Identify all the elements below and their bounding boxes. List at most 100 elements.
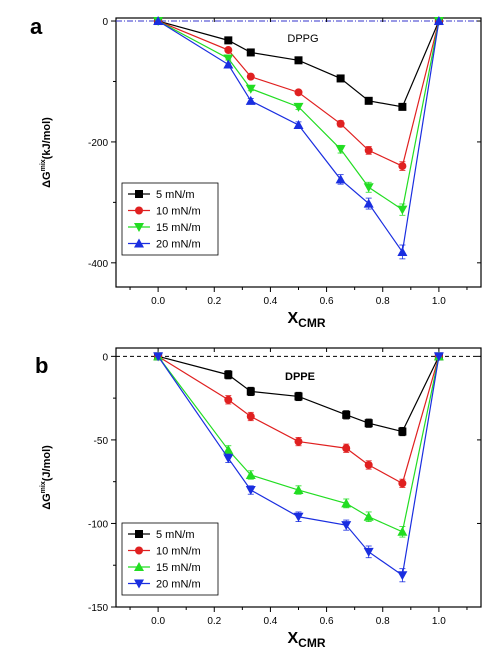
y-axis-label-prefix: ΔG: [41, 493, 53, 509]
data-point: [294, 392, 303, 401]
data-point: [223, 54, 234, 64]
x-tick-label: 0.4: [263, 616, 277, 627]
y-axis-label-suffix: (J/mol): [41, 445, 53, 481]
series-2: [154, 352, 443, 488]
y-axis-label-prefix: ΔG: [41, 171, 53, 187]
data-point: [364, 460, 373, 469]
data-point: [341, 498, 352, 508]
data-point: [294, 56, 303, 65]
legend-marker: [134, 238, 144, 248]
data-point: [433, 16, 444, 26]
legend-label: 20 mN/m: [156, 239, 201, 251]
y-tick-label: -50: [94, 436, 109, 447]
data-point: [364, 96, 373, 105]
data-point: [153, 16, 164, 26]
data-point: [294, 88, 303, 97]
x-tick-label: 0.8: [376, 296, 390, 307]
chart-panel-a: a 0.0 0.2 0.4 0.6 0.8 1.0 0 -200 -400 XCMR ΔGmix(kJ…: [30, 14, 482, 330]
legend-label: 10 mN/m: [156, 546, 201, 558]
data-point: [342, 410, 351, 419]
data-point: [246, 72, 255, 81]
legend-marker: [135, 206, 143, 215]
series-line: [157, 356, 440, 577]
data-point: [246, 387, 255, 396]
x-tick-label: 0.6: [320, 296, 334, 307]
y-tick-label: -100: [88, 519, 108, 530]
y-axis-label: ΔGmix(J/mol): [40, 445, 53, 510]
data-point: [342, 444, 351, 453]
data-point: [397, 571, 408, 581]
data-point: [336, 119, 345, 128]
legend-label: 5 mN/m: [156, 529, 195, 541]
data-point: [397, 205, 408, 215]
series-3: [153, 17, 444, 216]
chart-panel-b: b 0.0 0.2 0.4 0.6 0.8 1.0 0 -50 -100 -150 XCMR ΔGmix…: [35, 347, 482, 650]
x-axis-label-main: X: [288, 310, 299, 327]
legend: 5 mN/m 10 mN/m 15 mN/m 20 mN/m: [121, 522, 219, 596]
data-point: [336, 74, 345, 83]
data-point: [224, 395, 233, 404]
panel-label: a: [30, 14, 43, 39]
legend-label: 15 mN/m: [156, 222, 201, 234]
x-tick-label: 1.0: [432, 296, 446, 307]
series-1: [154, 352, 443, 437]
y-axis-label-suffix: (kJ/mol): [41, 117, 53, 160]
x-axis-label-subscript: CMR: [298, 316, 326, 330]
legend-label: 15 mN/m: [156, 562, 201, 574]
series-line: [157, 20, 440, 167]
series-1: [154, 17, 443, 111]
y-axis-label-superscript: mix: [40, 481, 47, 493]
x-axis-label: XCMR: [288, 310, 326, 330]
data-point: [245, 95, 256, 105]
data-point: [398, 162, 407, 171]
data-point: [246, 412, 255, 421]
data-point: [294, 437, 303, 446]
x-tick-label: 0.2: [207, 296, 221, 307]
x-tick-label: 0.8: [376, 616, 390, 627]
data-point: [245, 469, 256, 479]
data-point: [335, 145, 346, 155]
y-axis-label: ΔGmix(kJ/mol): [40, 117, 53, 188]
x-tick-label: 0.0: [151, 616, 165, 627]
data-point: [293, 119, 304, 129]
legend-label: 10 mN/m: [156, 206, 201, 218]
data-point: [293, 102, 304, 112]
legend-label: 5 mN/m: [156, 189, 195, 201]
data-point: [224, 46, 233, 55]
legend-marker: [134, 223, 144, 232]
series-line: [157, 20, 440, 211]
data-point: [245, 84, 256, 94]
y-tick-label: -200: [88, 138, 108, 149]
legend-marker: [135, 546, 143, 555]
legend: 5 mN/m 10 mN/m 15 mN/m 20 mN/m: [121, 182, 219, 256]
x-axis-label-subscript: CMR: [298, 636, 326, 650]
legend-marker: [135, 530, 143, 538]
panel-annotation: DPPE: [285, 371, 315, 383]
x-tick-label: 1.0: [432, 616, 446, 627]
y-tick-label: 0: [102, 352, 108, 363]
data-point: [364, 419, 373, 428]
data-point: [398, 102, 407, 111]
data-point: [335, 174, 346, 184]
series-line: [157, 355, 440, 533]
data-point: [397, 526, 408, 536]
data-point: [433, 352, 444, 362]
data-point: [293, 485, 304, 495]
data-point: [293, 512, 304, 522]
data-point: [223, 454, 234, 464]
series-line: [157, 20, 440, 254]
y-tick-label: -400: [88, 259, 108, 270]
y-tick-label: 0: [102, 17, 108, 28]
x-tick-label: 0.6: [320, 616, 334, 627]
data-point: [397, 246, 408, 256]
data-point: [364, 146, 373, 155]
y-axis-label-superscript: mix: [40, 159, 47, 171]
data-point: [223, 444, 234, 454]
panel-label: b: [35, 353, 48, 378]
data-point: [363, 511, 374, 521]
data-point: [224, 36, 233, 45]
data-point: [245, 486, 256, 496]
x-tick-label: 0.0: [151, 296, 165, 307]
